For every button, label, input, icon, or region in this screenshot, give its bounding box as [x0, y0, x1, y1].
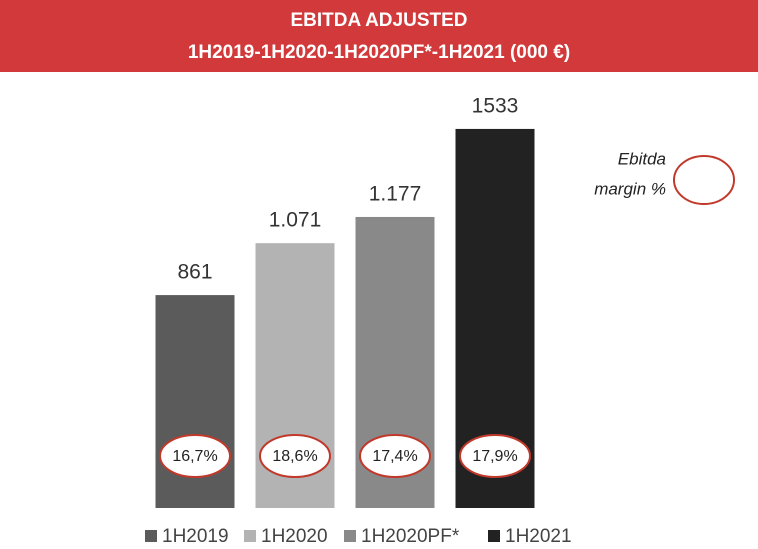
legend-swatch: [145, 530, 157, 542]
margin-label: 16,7%: [172, 448, 217, 465]
annotation: margin %: [594, 179, 666, 198]
margin-ellipse: [459, 434, 531, 478]
value-label: 861: [177, 261, 212, 284]
chart-subtitle: 1H2019-1H2020-1H2020PF*-1H2021 (000 €): [188, 42, 570, 63]
margin-ellipse: [359, 434, 431, 478]
margin-ellipse: [159, 434, 231, 478]
value-label: 1.177: [369, 183, 422, 206]
title-band: [0, 0, 758, 72]
legend-label: 1H2019: [162, 526, 229, 547]
margin-ellipse: [259, 434, 331, 478]
legend-swatch: [244, 530, 256, 542]
annotation: Ebitda: [618, 149, 666, 168]
margin-label: 18,6%: [272, 448, 317, 465]
legend-label: 1H2020PF*: [361, 526, 460, 547]
value-label: 1.071: [269, 209, 322, 232]
legend-swatch: [344, 530, 356, 542]
margin-label: 17,4%: [372, 448, 417, 465]
legend-label: 1H2020: [261, 526, 328, 547]
chart-title: EBITDA ADJUSTED: [291, 10, 468, 31]
legend-label: 1H2021: [505, 526, 572, 547]
legend-swatch: [488, 530, 500, 542]
annotation-ellipse: [673, 155, 735, 205]
value-label: 1533: [472, 94, 519, 117]
margin-label: 17,9%: [472, 448, 517, 465]
